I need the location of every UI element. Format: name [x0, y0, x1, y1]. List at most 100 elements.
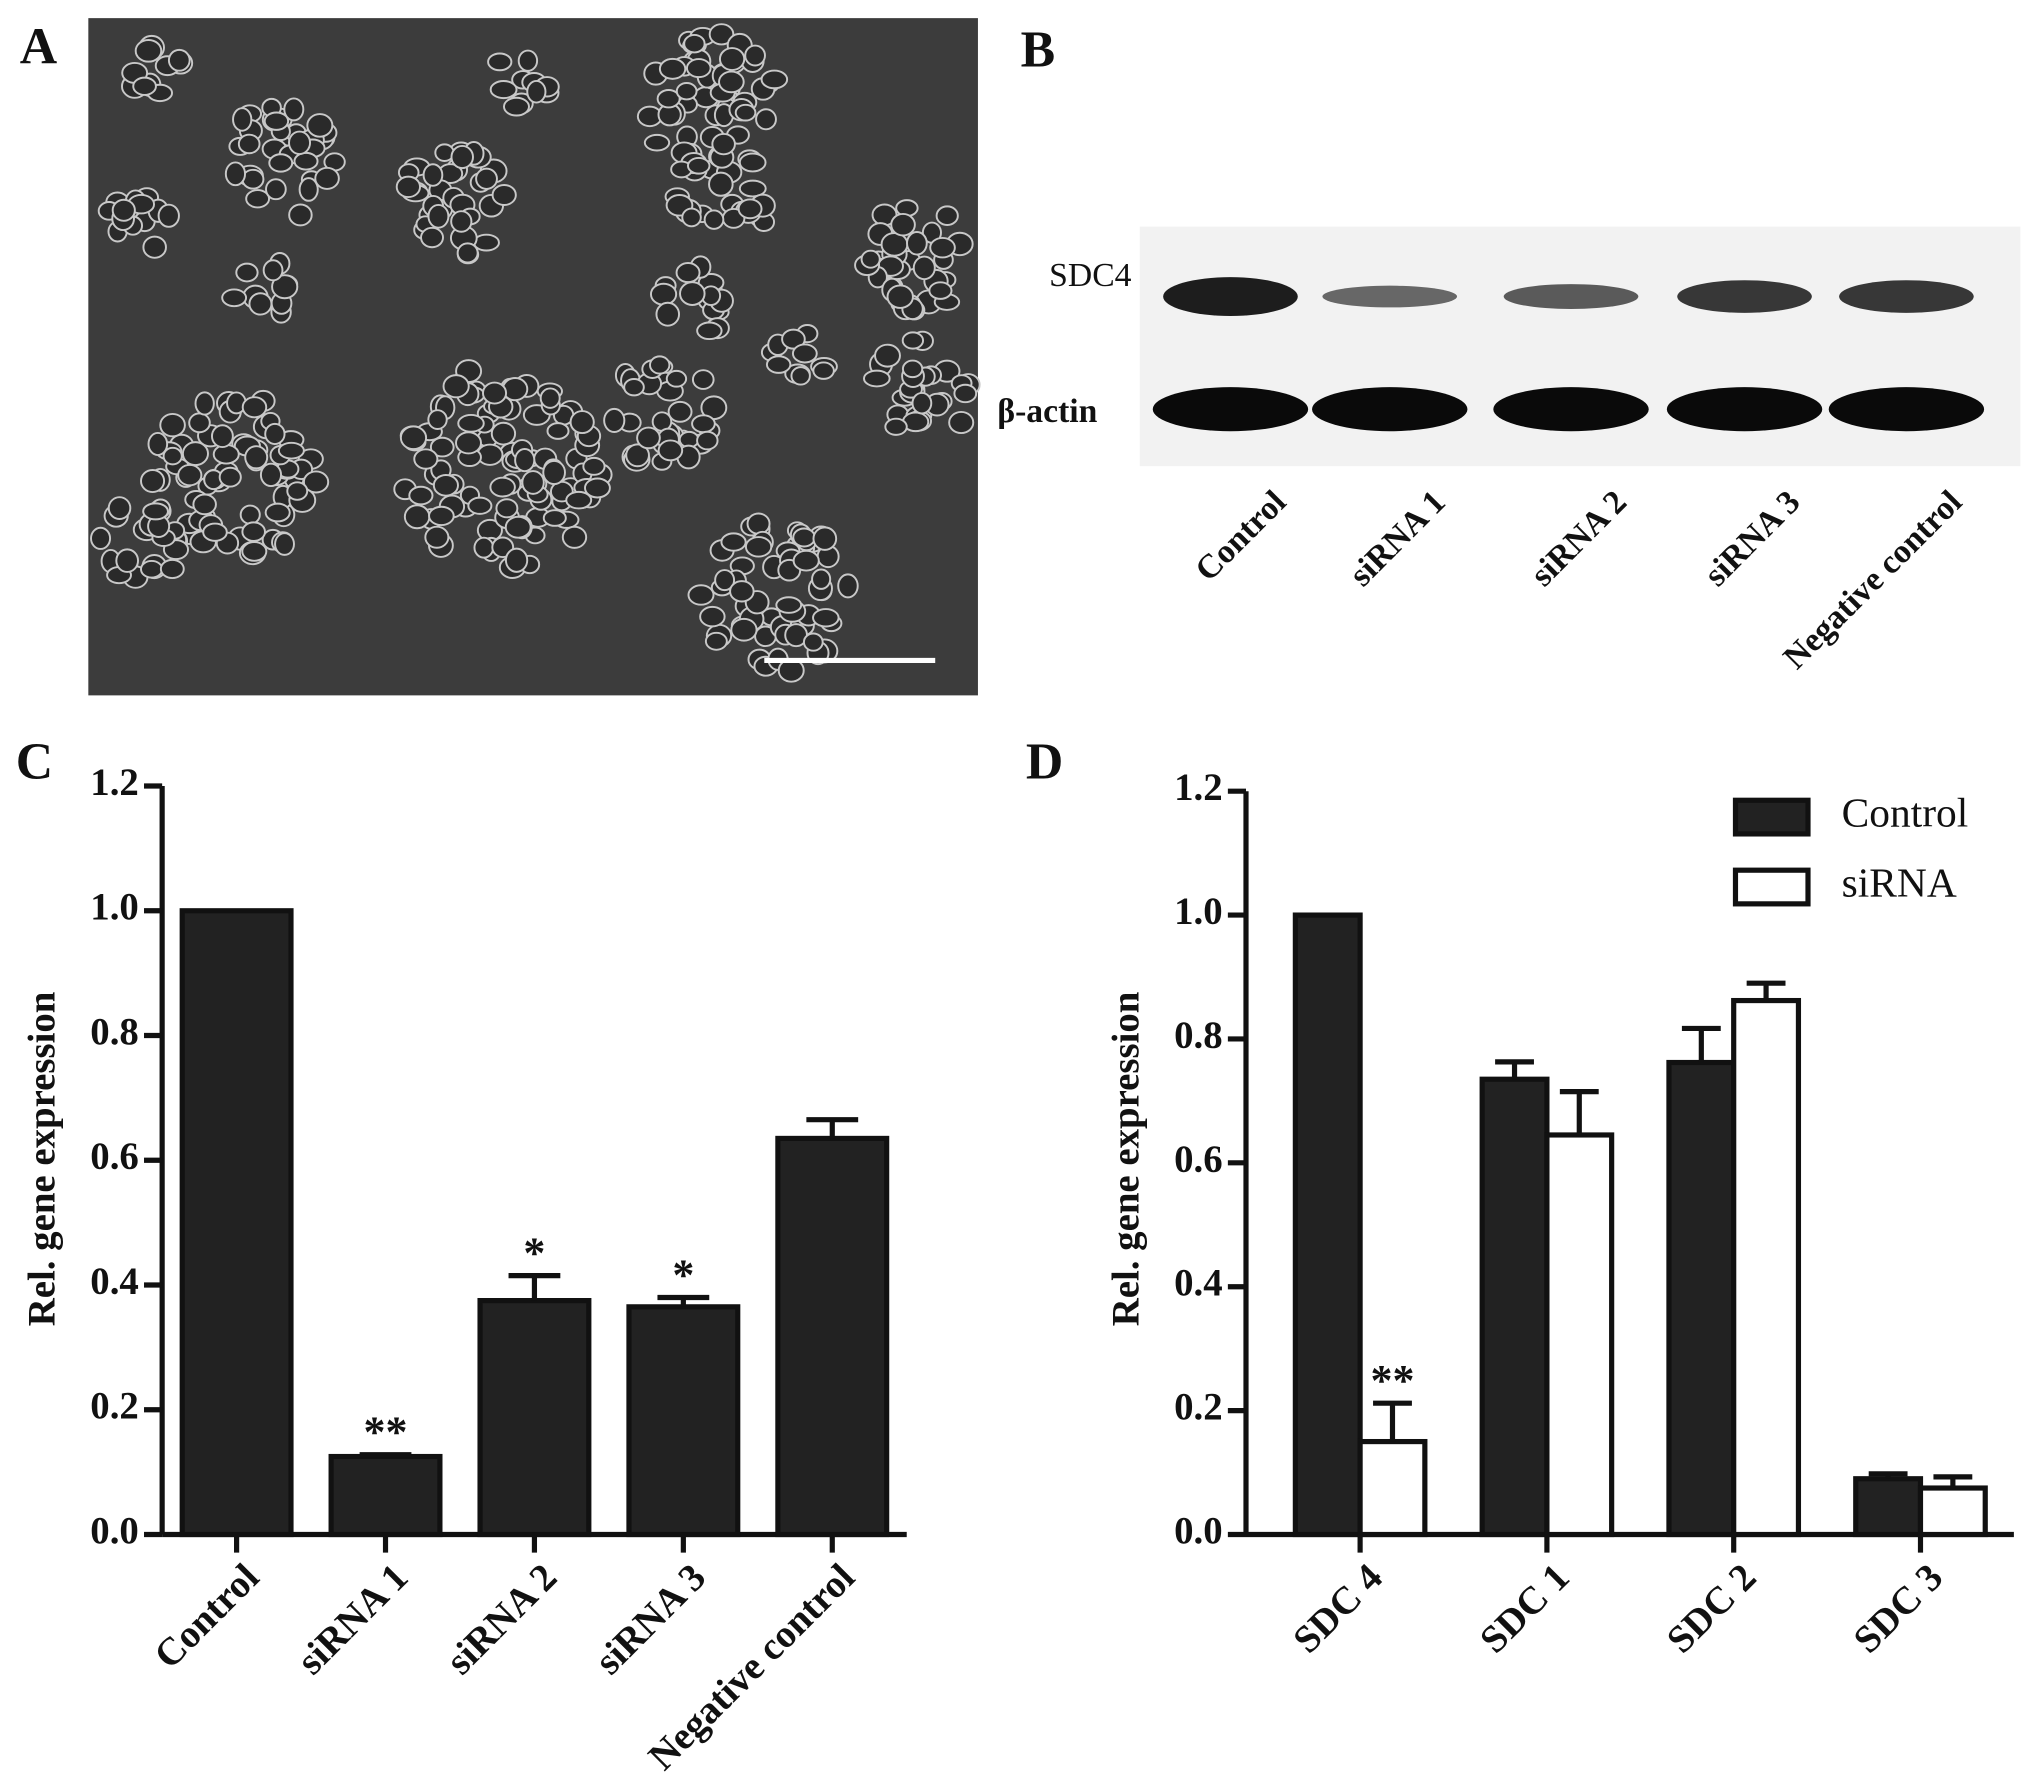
cell	[812, 608, 840, 628]
cell	[422, 163, 444, 187]
y-tick-label: 0.0	[1174, 1509, 1223, 1552]
cell	[582, 456, 606, 476]
cell	[283, 97, 305, 122]
cell	[286, 481, 309, 501]
cell	[734, 103, 757, 122]
cell	[491, 184, 517, 206]
cell	[948, 410, 975, 435]
error-bar	[1681, 1025, 1721, 1063]
error-bar	[657, 1294, 710, 1307]
cell	[623, 378, 645, 397]
significance-label: *	[523, 1229, 545, 1278]
cell	[953, 383, 978, 404]
legend-label: siRNA	[1842, 860, 1957, 906]
cell	[935, 205, 959, 226]
cell	[432, 474, 459, 497]
cell	[408, 485, 434, 506]
y-tick-label: 0.8	[1174, 1014, 1223, 1057]
bar	[1917, 1485, 1988, 1538]
cell	[691, 369, 715, 390]
cell	[696, 430, 719, 451]
cell	[167, 48, 191, 72]
cell	[473, 536, 495, 559]
cell	[188, 412, 211, 434]
cell	[802, 632, 824, 652]
significance-label: **	[364, 1408, 408, 1457]
cell	[738, 152, 767, 173]
cell	[755, 108, 777, 131]
error-bar	[806, 1117, 859, 1139]
cell	[901, 359, 924, 379]
cell	[241, 396, 268, 419]
cell	[521, 470, 545, 495]
y-axis-label: Rel. gene expression	[1104, 992, 1147, 1327]
cell	[264, 502, 291, 523]
cell	[202, 522, 228, 542]
error-bar	[1495, 1059, 1534, 1080]
y-tick-label: 1.0	[90, 886, 139, 929]
cell	[428, 505, 455, 527]
cell	[643, 133, 671, 152]
y-tick-label: 0.2	[1174, 1386, 1223, 1429]
cell	[107, 496, 132, 520]
cell	[792, 549, 820, 572]
cell	[487, 52, 513, 72]
cell	[235, 262, 259, 283]
cell	[302, 470, 330, 494]
blot-band	[1677, 280, 1812, 313]
bar	[626, 1304, 741, 1538]
error-bar	[359, 1452, 412, 1458]
cell	[159, 558, 185, 580]
cell	[929, 236, 956, 259]
cell	[837, 573, 859, 599]
cell	[760, 69, 789, 90]
cell	[194, 391, 215, 416]
cell	[142, 502, 169, 521]
cell	[546, 422, 570, 440]
legend-swatch	[1732, 867, 1811, 907]
bar	[1479, 1076, 1550, 1538]
bar	[775, 1135, 890, 1538]
cell	[177, 463, 203, 487]
cell	[738, 179, 767, 198]
panel-label: B	[1021, 21, 1056, 78]
cell	[263, 111, 290, 131]
cell	[268, 153, 294, 173]
error-bar	[508, 1273, 561, 1301]
cell	[306, 113, 334, 138]
cell	[656, 89, 681, 109]
cell	[212, 443, 240, 465]
cell	[812, 526, 838, 551]
cell	[455, 431, 482, 455]
blot-band	[1312, 387, 1468, 432]
y-tick-label: 1.2	[90, 761, 139, 804]
bar	[477, 1298, 592, 1538]
cell	[456, 242, 479, 264]
cell	[192, 493, 217, 516]
cell	[277, 441, 305, 460]
cell	[211, 424, 234, 449]
cell	[744, 536, 773, 558]
legend-label: Control	[1842, 790, 1969, 836]
cell	[718, 70, 745, 94]
bar	[1853, 1476, 1924, 1538]
cell	[111, 198, 136, 222]
cell	[181, 441, 209, 467]
cell	[502, 96, 530, 117]
bar	[179, 908, 294, 1538]
bar	[1292, 912, 1363, 1538]
cell	[625, 443, 650, 468]
cell	[140, 468, 166, 494]
cell	[863, 369, 891, 388]
cell	[655, 301, 681, 327]
cell	[429, 436, 455, 458]
cell	[686, 156, 711, 175]
cell	[288, 130, 312, 156]
cell	[542, 509, 567, 527]
cell	[539, 387, 561, 409]
cell	[658, 57, 687, 80]
cell	[495, 498, 519, 519]
cell	[665, 369, 688, 388]
cell	[636, 426, 661, 450]
error-bar	[1559, 1089, 1599, 1135]
